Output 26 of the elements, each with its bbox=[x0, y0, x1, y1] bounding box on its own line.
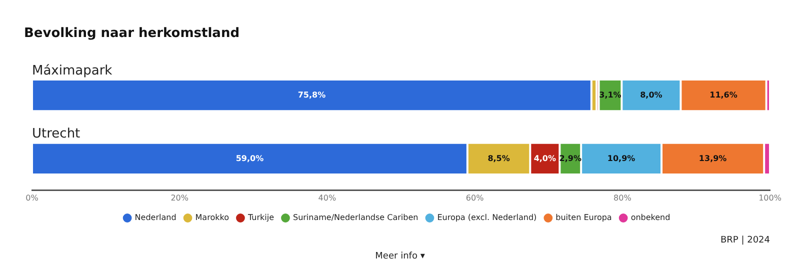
legend-label: Nederland bbox=[134, 213, 176, 222]
text: Meer info ▾ bbox=[375, 251, 426, 262]
legend-label: Suriname/Nederlandse Cariben bbox=[292, 213, 418, 222]
legend-label: Turkije bbox=[246, 213, 274, 222]
legend-label: Marokko bbox=[195, 213, 230, 222]
x-tick-label: 20% bbox=[170, 193, 189, 202]
x-tick-label: 60% bbox=[466, 193, 484, 202]
x-tick-label: 80% bbox=[614, 193, 632, 202]
data-label: 75,8% bbox=[298, 90, 326, 100]
legend-label: onbekend bbox=[630, 213, 670, 222]
chart-title: Bevolking naar herkomstland bbox=[24, 26, 240, 42]
data-label: 59,0% bbox=[236, 154, 264, 163]
y-tick-label: Utrecht bbox=[32, 126, 80, 142]
y-tick-label: Máximapark bbox=[32, 63, 113, 78]
x-tick-label: 40% bbox=[318, 193, 336, 202]
data-label: 13,9% bbox=[698, 154, 727, 163]
legend-label: buiten Europa bbox=[556, 213, 612, 222]
text: BRP | 2024 bbox=[720, 235, 770, 246]
x-tick-label: 100% bbox=[758, 193, 782, 202]
data-label: 11,6% bbox=[710, 90, 738, 100]
data-label: 10,9% bbox=[607, 154, 636, 163]
x-tick-label: 0% bbox=[26, 193, 39, 202]
data-label: 8,0% bbox=[640, 90, 662, 100]
legend-label: Europa (excl. Nederland) bbox=[437, 213, 537, 222]
data-label: 8,5% bbox=[488, 154, 510, 163]
data-label: 4,0% bbox=[534, 154, 556, 163]
